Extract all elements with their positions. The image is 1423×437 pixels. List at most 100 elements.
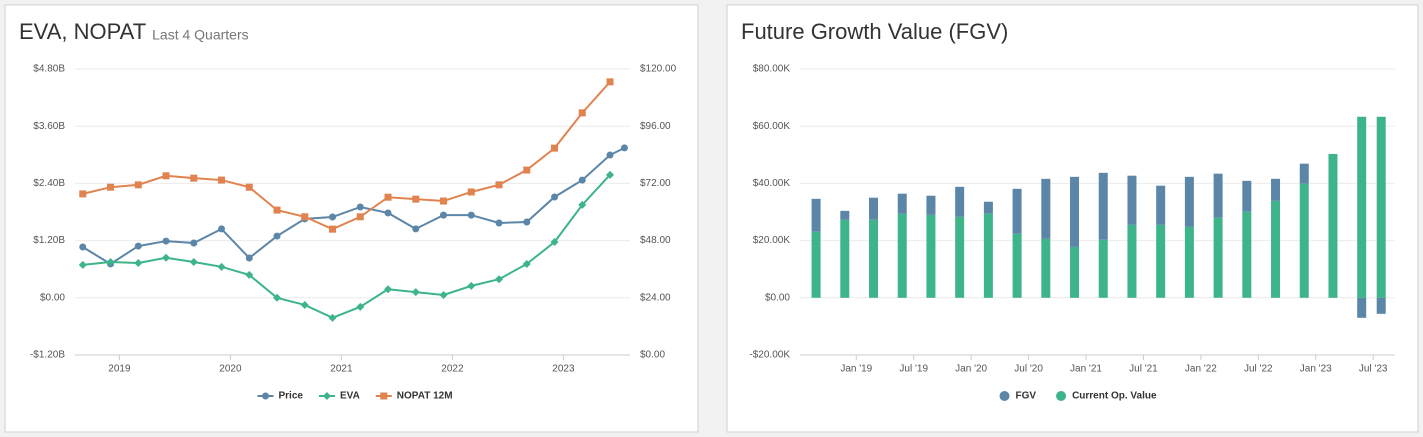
bar: [811, 231, 821, 298]
marker: [439, 290, 448, 299]
chart-subtitle: Last 4 Quarters: [152, 27, 249, 43]
marker: [551, 144, 559, 152]
marker: [440, 211, 448, 219]
marker: [384, 209, 392, 217]
marker: [301, 213, 309, 221]
legend-marker: [1056, 391, 1067, 401]
panel: [4, 4, 699, 433]
marker: [273, 206, 281, 214]
x-tick-label: Jan '20: [955, 364, 987, 375]
marker: [606, 78, 614, 86]
marker: [495, 219, 503, 227]
y-tick-label: $0.00: [40, 292, 65, 303]
marker: [412, 195, 420, 203]
y-tick-label: $1.20B: [33, 235, 65, 246]
y2-tick-label: $24.00: [640, 292, 671, 303]
bar: [1098, 239, 1108, 298]
marker: [467, 188, 475, 196]
bar: [1213, 173, 1223, 218]
marker: [79, 190, 87, 198]
bar: [1127, 175, 1137, 225]
y-tick-label: $20.00K: [753, 235, 791, 246]
marker: [134, 242, 142, 250]
marker: [218, 176, 226, 184]
marker: [356, 302, 365, 311]
marker: [190, 239, 198, 247]
bar: [1242, 180, 1252, 212]
bar: [840, 210, 850, 220]
y-tick-label: $2.40B: [33, 178, 65, 189]
marker: [578, 176, 586, 184]
legend-marker: [999, 391, 1010, 401]
chart-title: Future Growth Value (FGV): [741, 19, 1008, 44]
bar: [840, 219, 850, 298]
marker: [300, 300, 309, 309]
bar: [1012, 233, 1022, 298]
y-tick-label: -$20.00K: [749, 350, 790, 361]
marker: [578, 109, 586, 117]
marker: [606, 170, 615, 179]
marker: [190, 174, 198, 182]
bar: [897, 193, 907, 214]
bar: [1357, 116, 1367, 298]
marker: [550, 238, 559, 247]
marker: [107, 183, 115, 191]
marker: [162, 253, 171, 262]
bar: [1242, 211, 1252, 298]
marker: [273, 232, 281, 240]
y-tick-label: $4.80B: [33, 64, 65, 75]
bar: [1070, 246, 1080, 298]
marker: [384, 193, 392, 201]
marker: [79, 243, 87, 251]
y2-tick-label: $0.00: [640, 350, 665, 361]
y-tick-label: -$1.20B: [30, 350, 65, 361]
marker: [245, 254, 253, 262]
marker: [411, 288, 420, 297]
bar: [1328, 153, 1338, 298]
x-tick-label: 2019: [108, 364, 131, 375]
marker: [523, 166, 531, 174]
marker: [551, 193, 559, 201]
marker: [356, 213, 364, 221]
bar: [1184, 226, 1194, 298]
x-tick-label: Jul '20: [1014, 364, 1043, 375]
marker: [162, 172, 170, 180]
marker: [328, 313, 337, 322]
x-tick-label: 2023: [552, 364, 575, 375]
x-tick-label: Jan '21: [1070, 364, 1102, 375]
bar: [1041, 238, 1051, 298]
marker: [329, 225, 337, 233]
marker: [273, 293, 282, 302]
bar: [983, 213, 993, 298]
chart-title: EVA, NOPAT: [19, 19, 146, 44]
marker: [440, 197, 448, 205]
bar: [955, 186, 965, 217]
marker: [356, 203, 364, 211]
marker: [245, 270, 254, 279]
bar: [1299, 163, 1309, 184]
marker: [78, 260, 87, 269]
bar: [1184, 176, 1194, 227]
bar: [1012, 188, 1022, 234]
x-tick-label: 2020: [219, 364, 242, 375]
bar: [869, 197, 879, 220]
marker: [245, 183, 253, 191]
series-line: [82, 81, 611, 231]
series-line: [82, 174, 611, 319]
legend-label: Current Op. Value: [1072, 391, 1157, 402]
legend-marker: [322, 392, 331, 400]
marker: [106, 258, 115, 267]
bar: [1376, 116, 1386, 298]
x-tick-label: Jul '19: [899, 364, 928, 375]
bar: [1070, 176, 1080, 247]
marker: [218, 225, 226, 233]
y-tick-label: $80.00K: [753, 64, 791, 75]
y-tick-label: $60.00K: [753, 121, 791, 132]
marker: [620, 144, 628, 152]
marker: [134, 181, 142, 189]
marker: [134, 259, 143, 268]
x-tick-label: Jul '23: [1359, 364, 1388, 375]
marker: [467, 211, 475, 219]
legend-marker: [262, 392, 269, 400]
y2-tick-label: $72.00: [640, 178, 671, 189]
